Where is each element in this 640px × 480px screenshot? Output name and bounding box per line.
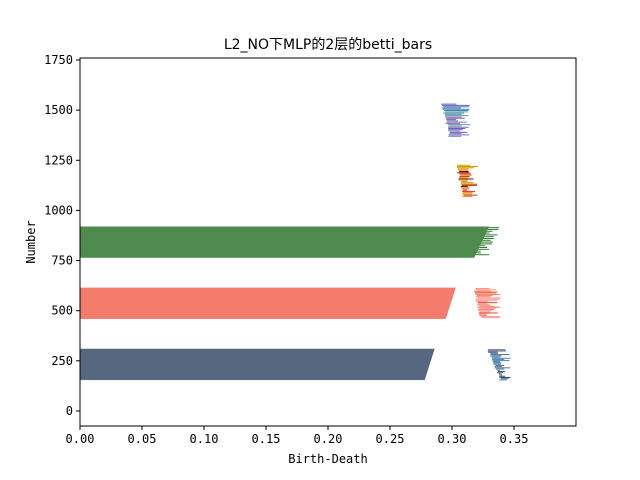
x-tick-label: 0.05 (128, 432, 157, 446)
y-tick-label: 1500 (44, 103, 73, 117)
y-tick-label: 0 (66, 404, 73, 418)
x-tick-label: 0.15 (252, 432, 281, 446)
y-tick-label: 1750 (44, 53, 73, 67)
x-tick-label: 0.00 (66, 432, 95, 446)
x-tick-label: 0.30 (438, 432, 467, 446)
y-tick-label: 1000 (44, 203, 73, 217)
x-tick-label: 0.20 (314, 432, 343, 446)
y-tick-label: 500 (51, 304, 73, 318)
y-axis-ticks: 0 250 500 750 1000 1250 1500 1750 (44, 53, 80, 418)
chart-title: L2_NO下MLP的2层的betti_bars (224, 37, 432, 53)
y-tick-label: 750 (51, 254, 73, 268)
x-tick-label: 0.10 (190, 432, 219, 446)
x-tick-label: 0.35 (500, 432, 529, 446)
x-axis-ticks: 0.00 0.05 0.10 0.15 0.20 0.25 0.30 0.35 (66, 426, 529, 446)
y-axis-title: Number (24, 220, 38, 263)
x-axis-title: Birth-Death (288, 452, 367, 466)
y-tick-label: 250 (51, 354, 73, 368)
y-tick-label: 1250 (44, 153, 73, 167)
x-tick-label: 0.25 (376, 432, 405, 446)
bars-layer (80, 103, 511, 381)
